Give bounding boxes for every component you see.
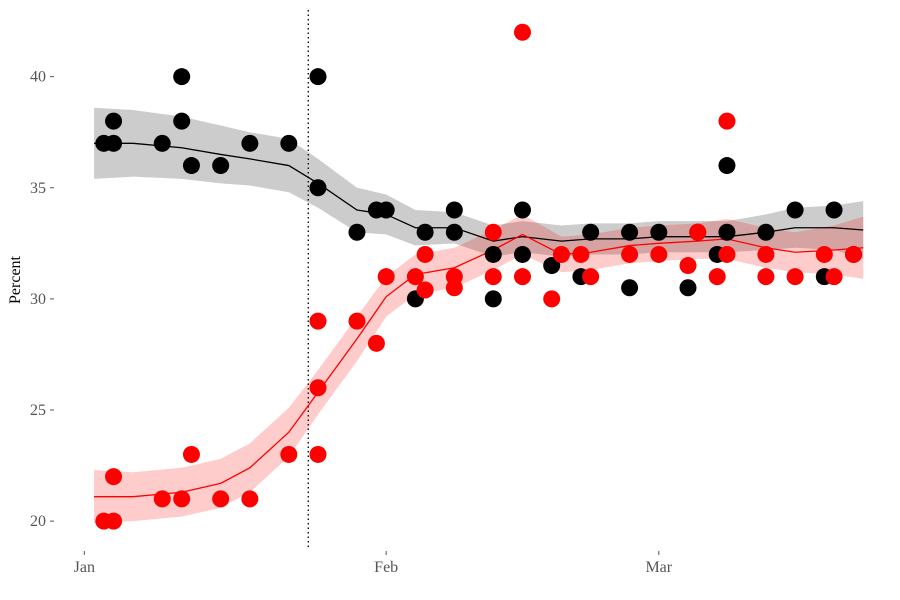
data-point — [757, 268, 775, 286]
data-point — [309, 179, 327, 197]
data-point — [718, 223, 736, 241]
data-point — [241, 490, 259, 508]
data-point — [348, 312, 366, 330]
data-point — [708, 268, 726, 286]
data-point — [173, 68, 191, 86]
data-point — [582, 268, 600, 286]
data-point — [513, 23, 531, 41]
x-tick-label: Feb — [374, 559, 398, 576]
data-point — [105, 468, 123, 486]
data-point — [445, 279, 463, 297]
data-point — [105, 134, 123, 152]
data-point — [309, 68, 327, 86]
data-point — [825, 201, 843, 219]
data-point — [757, 245, 775, 263]
data-point — [105, 112, 123, 130]
data-point — [445, 201, 463, 219]
data-point — [825, 268, 843, 286]
data-point — [416, 223, 434, 241]
data-point — [377, 268, 395, 286]
data-point — [309, 379, 327, 397]
data-point — [280, 134, 298, 152]
data-point — [406, 268, 424, 286]
x-tick-label: Jan — [74, 559, 95, 576]
smooth-line — [94, 142, 864, 242]
data-point — [543, 257, 561, 275]
data-point — [815, 245, 833, 263]
data-point — [718, 112, 736, 130]
data-point — [513, 201, 531, 219]
data-point — [309, 445, 327, 463]
data-point — [416, 245, 434, 263]
data-point — [241, 134, 259, 152]
data-point — [679, 257, 697, 275]
y-tick-label: 35 — [30, 180, 46, 197]
data-point — [105, 512, 123, 530]
data-point — [182, 445, 200, 463]
data-point — [679, 279, 697, 297]
data-point — [484, 245, 502, 263]
data-point — [348, 223, 366, 241]
data-point — [212, 157, 230, 175]
y-tick-label: 25 — [30, 402, 46, 419]
data-point — [786, 201, 804, 219]
data-point — [513, 245, 531, 263]
data-point — [367, 334, 385, 352]
data-point — [445, 223, 463, 241]
data-point — [173, 490, 191, 508]
data-point — [621, 245, 639, 263]
data-point — [309, 312, 327, 330]
data-point — [757, 223, 775, 241]
y-tick-label: 30 — [30, 291, 46, 308]
y-tick-label: 40 — [30, 69, 46, 86]
y-tick-label: 20 — [30, 513, 46, 530]
data-point — [543, 290, 561, 308]
data-point — [718, 157, 736, 175]
data-point — [212, 490, 230, 508]
data-point — [621, 279, 639, 297]
data-point — [173, 112, 191, 130]
y-axis-title: Percent — [7, 255, 24, 304]
data-point — [621, 223, 639, 241]
data-point — [513, 268, 531, 286]
data-point — [650, 223, 668, 241]
data-point — [845, 245, 863, 263]
data-point — [377, 201, 395, 219]
data-point — [182, 157, 200, 175]
x-tick-label: Mar — [645, 559, 672, 576]
data-point — [572, 245, 590, 263]
data-point — [280, 445, 298, 463]
data-point — [484, 290, 502, 308]
data-point — [153, 134, 171, 152]
confidence-ribbon — [94, 214, 864, 524]
data-point — [718, 245, 736, 263]
data-point — [484, 223, 502, 241]
data-point — [416, 281, 434, 299]
data-point — [484, 268, 502, 286]
data-point — [552, 245, 570, 263]
data-point — [582, 223, 600, 241]
data-point — [650, 245, 668, 263]
data-point — [153, 490, 171, 508]
data-point — [689, 223, 707, 241]
data-point — [786, 268, 804, 286]
